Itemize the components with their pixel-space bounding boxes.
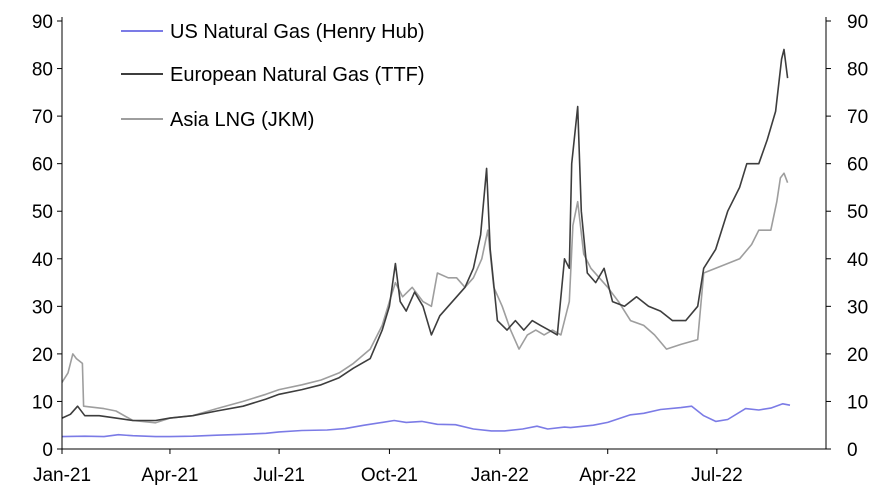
legend: US Natural Gas (Henry Hub) European Natu… — [121, 21, 425, 131]
y-tick-label-right: 60 — [847, 155, 868, 176]
y-tick-label-right: 0 — [847, 440, 858, 461]
y-tick-label-left: 30 — [32, 297, 53, 318]
x-tick-label: Jul-22 — [691, 465, 743, 486]
legend-label-henry-hub: US Natural Gas (Henry Hub) — [170, 21, 425, 43]
y-tick-label-left: 10 — [32, 392, 53, 413]
x-tick-label: Apr-21 — [141, 465, 198, 486]
series-line-ttf — [61, 48, 789, 422]
tick-labels: 0 0 10 10 20 20 30 30 40 40 50 50 60 60 70 70 80 80 90 90 Ja… — [32, 12, 868, 486]
x-tick-label: Jul-21 — [253, 465, 305, 486]
y-tick-label-left: 40 — [32, 250, 53, 271]
y-tick-label-left: 20 — [32, 345, 53, 366]
x-tick-label: Jan-21 — [33, 465, 91, 486]
y-tick-label-left: 80 — [32, 60, 53, 81]
y-tick-label-left: 60 — [32, 155, 53, 176]
series-line-jkm — [61, 172, 789, 424]
plot-lines — [61, 48, 791, 438]
axes — [57, 17, 831, 454]
y-tick-label-left: 70 — [32, 107, 53, 128]
y-tick-label-right: 30 — [847, 297, 868, 318]
series-line-henry-hub — [61, 402, 791, 438]
y-tick-label-right: 20 — [847, 345, 868, 366]
y-tick-label-right: 80 — [847, 60, 868, 81]
y-tick-label-right: 50 — [847, 202, 868, 223]
x-tick-label: Oct-21 — [361, 465, 418, 486]
y-tick-label-right: 40 — [847, 250, 868, 271]
x-tick-label: Jan-22 — [471, 465, 529, 486]
y-tick-label-left: 90 — [32, 12, 53, 33]
y-tick-label-left: 50 — [32, 202, 53, 223]
legend-label-ttf: European Natural Gas (TTF) — [170, 64, 425, 86]
y-tick-label-left: 0 — [42, 440, 53, 461]
y-tick-label-right: 10 — [847, 392, 868, 413]
x-tick-label: Apr-22 — [579, 465, 636, 486]
y-tick-label-right: 70 — [847, 107, 868, 128]
legend-label-jkm: Asia LNG (JKM) — [170, 109, 314, 131]
y-tick-label-right: 90 — [847, 12, 868, 33]
